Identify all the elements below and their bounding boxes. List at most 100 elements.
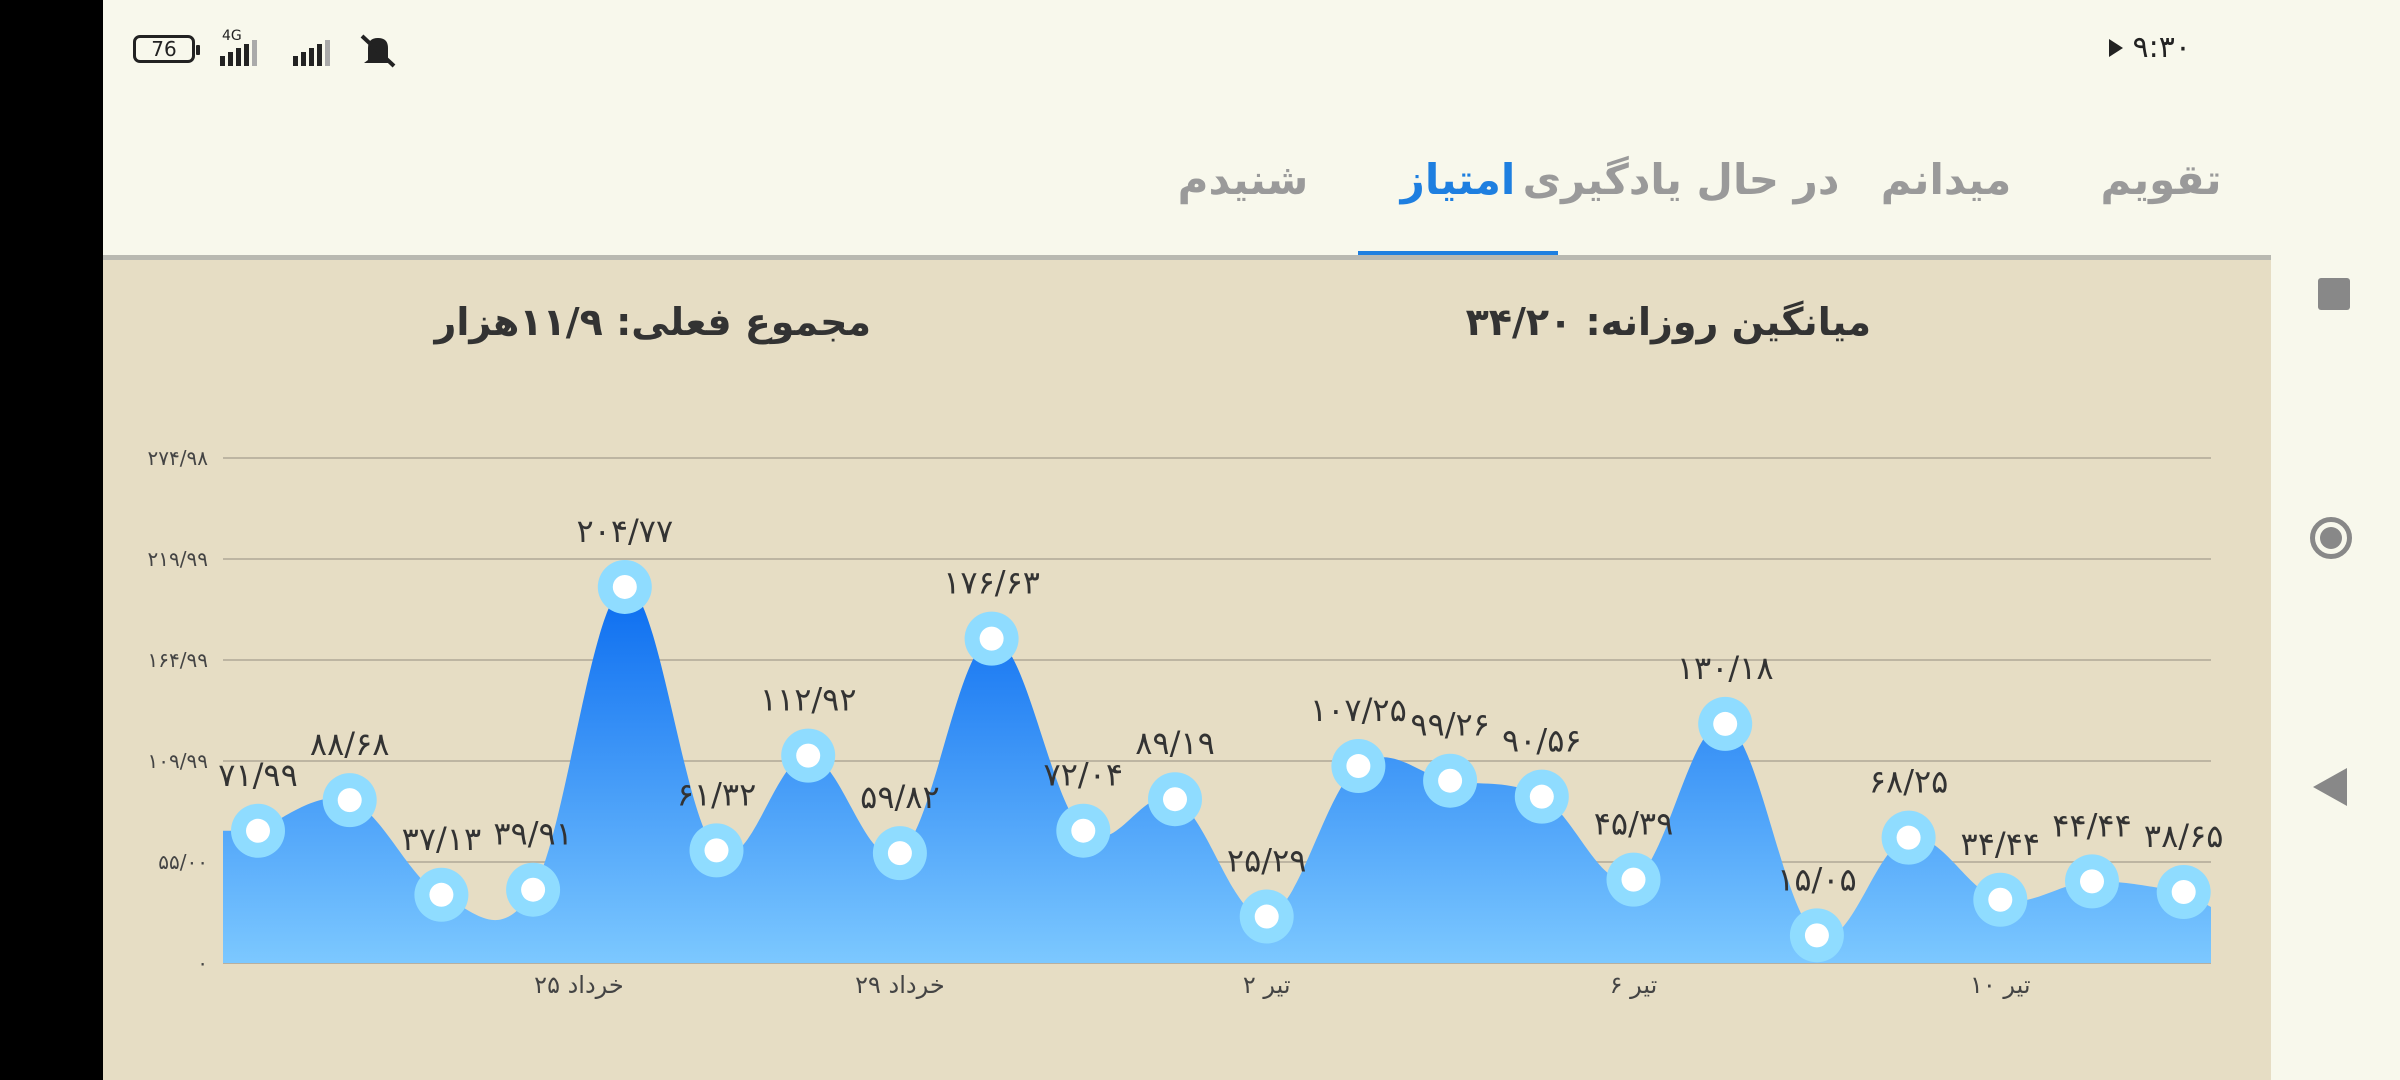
data-point[interactable] xyxy=(2156,865,2211,920)
tab-label: امتیاز xyxy=(1400,155,1516,204)
tab-divider xyxy=(103,255,2271,260)
x-axis-label: ۱۰ تیر xyxy=(1970,971,2031,999)
data-point[interactable] xyxy=(872,826,927,881)
signal-icon xyxy=(293,36,330,66)
data-point-dot xyxy=(796,743,821,768)
data-point[interactable] xyxy=(1423,753,1478,808)
data-point[interactable] xyxy=(322,773,377,828)
system-nav-bar xyxy=(2271,0,2400,1080)
data-point-dot xyxy=(2080,869,2104,894)
data-point[interactable] xyxy=(1789,908,1844,963)
data-point-dot xyxy=(612,574,637,599)
data-point-dot xyxy=(1896,825,1921,850)
data-point-dot xyxy=(2171,880,2196,905)
data-point-dot xyxy=(1163,787,1187,812)
data-point[interactable] xyxy=(2065,854,2119,909)
data-value-label: ۳۴/۴۴ xyxy=(1961,825,2041,863)
data-value-label: ۸۸/۶۸ xyxy=(310,725,390,763)
tab-label: شنیدم xyxy=(1177,155,1309,204)
x-axis-label: ۶ تیر xyxy=(1610,971,1658,999)
x-axis-label: ۲۵ خرداد xyxy=(534,971,624,999)
data-point-dot xyxy=(1713,711,1738,736)
tab-calendar[interactable]: تقویم xyxy=(2051,130,2271,258)
y-tick-label: ۰ xyxy=(197,951,208,975)
data-point-dot xyxy=(979,626,1004,651)
tab-heard[interactable]: شنیدم xyxy=(1128,130,1358,258)
y-tick-label: ۵۵/۰۰ xyxy=(158,850,208,874)
tab-bar: تقویم میدانم در حال یادگیری امتیاز شنیدم xyxy=(103,130,2271,258)
data-point[interactable] xyxy=(1239,889,1294,944)
recent-apps-icon[interactable] xyxy=(2318,278,2350,310)
data-point[interactable] xyxy=(689,823,744,878)
signal-icon xyxy=(220,36,257,66)
app-window: 76 4G ۹:۳۰ تقویم میدانم در حال یادگیری ا… xyxy=(103,0,2271,1080)
data-value-label: ۴۵/۳۹ xyxy=(1594,805,1674,843)
daily-average: میانگین روزانه: ۳۴/۲۰ xyxy=(1465,300,1871,344)
data-point[interactable] xyxy=(1514,769,1569,824)
x-axis-label: ۲ تیر xyxy=(1243,971,1291,999)
data-point-dot xyxy=(1804,923,1829,948)
data-point-dot xyxy=(1254,904,1279,929)
y-tick-label: ۲۱۹/۹۹ xyxy=(148,547,208,571)
x-axis-label: ۲۹ خرداد xyxy=(855,971,945,999)
data-value-label: ۳۹/۹۱ xyxy=(493,815,573,853)
mute-icon xyxy=(360,34,396,68)
data-point[interactable] xyxy=(506,862,561,917)
data-point[interactable] xyxy=(231,803,285,858)
data-value-label: ۱۷۶/۶۳ xyxy=(943,564,1040,602)
data-point-dot xyxy=(1071,818,1096,843)
data-value-label: ۳۸/۶۵ xyxy=(2144,817,2224,855)
data-point[interactable] xyxy=(1331,739,1386,794)
data-point-dot xyxy=(1621,867,1646,892)
tab-score[interactable]: امتیاز xyxy=(1358,130,1558,258)
data-value-label: ۱۱۲/۹۲ xyxy=(760,681,857,719)
data-point-dot xyxy=(337,788,362,813)
data-value-label: ۷۲/۰۴ xyxy=(1044,756,1124,794)
data-value-label: ۹۰/۵۶ xyxy=(1502,722,1582,760)
tab-known[interactable]: میدانم xyxy=(1841,130,2051,258)
data-value-label: ۹۹/۲۶ xyxy=(1410,706,1490,744)
battery-level: 76 xyxy=(151,37,177,61)
data-value-label: ۱۵/۰۵ xyxy=(1777,860,1857,898)
data-point[interactable] xyxy=(1606,852,1661,907)
back-icon[interactable] xyxy=(2313,768,2347,806)
data-value-label: ۸۹/۱۹ xyxy=(1135,724,1215,762)
data-value-label: ۳۷/۱۳ xyxy=(402,820,482,858)
data-point[interactable] xyxy=(597,559,652,614)
tab-learning[interactable]: در حال یادگیری xyxy=(1521,130,1841,258)
tab-label: در حال یادگیری xyxy=(1522,155,1840,204)
data-point-dot xyxy=(521,877,546,902)
data-point[interactable] xyxy=(781,728,836,783)
data-point[interactable] xyxy=(964,611,1019,666)
data-point-dot xyxy=(1346,754,1371,779)
data-value-label: ۷۱/۹۹ xyxy=(218,756,298,794)
y-tick-label: ۲۷۴/۹۸ xyxy=(148,446,209,470)
home-icon[interactable] xyxy=(2310,517,2352,559)
data-point[interactable] xyxy=(1056,803,1111,858)
data-point[interactable] xyxy=(1148,772,1202,827)
data-value-label: ۴۴/۴۴ xyxy=(2052,806,2132,844)
data-value-label: ۶۸/۲۵ xyxy=(1869,763,1949,801)
data-value-label: ۲۰۴/۷۷ xyxy=(576,512,673,550)
score-chart: ۰ ۵۵/۰۰ ۱۰۹/۹۹ ۱۶۴/۹۹ ۲۱۹/۹۹ ۲۷۴/۹۸ ۲۵ خرداد ۲… xyxy=(148,446,2224,999)
data-point[interactable] xyxy=(1881,810,1936,865)
data-point[interactable] xyxy=(1973,872,2028,927)
data-point[interactable] xyxy=(414,867,469,922)
data-value-label: ۱۳۰/۱۸ xyxy=(1677,649,1774,687)
data-point-dot xyxy=(704,838,729,863)
clock: ۹:۳۰ xyxy=(2108,30,2191,65)
data-value-label: ۵۹/۸۲ xyxy=(860,778,940,816)
battery-icon: 76 xyxy=(133,35,200,63)
status-bar: 76 4G ۹:۳۰ xyxy=(103,0,2271,100)
data-point-dot xyxy=(1529,784,1554,809)
y-tick-label: ۱۰۹/۹۹ xyxy=(148,749,208,773)
play-icon xyxy=(2108,38,2123,57)
data-point[interactable] xyxy=(1698,696,1753,751)
data-point-dot xyxy=(246,818,270,843)
network-type-label: 4G xyxy=(222,28,242,44)
tab-label: تقویم xyxy=(2100,155,2222,204)
data-value-label: ۶۱/۳۲ xyxy=(677,775,757,813)
data-point-dot xyxy=(887,841,912,866)
current-total: مجموع فعلی: ۱۱/۹هزار xyxy=(434,300,871,344)
time-text: ۹:۳۰ xyxy=(2132,30,2191,65)
